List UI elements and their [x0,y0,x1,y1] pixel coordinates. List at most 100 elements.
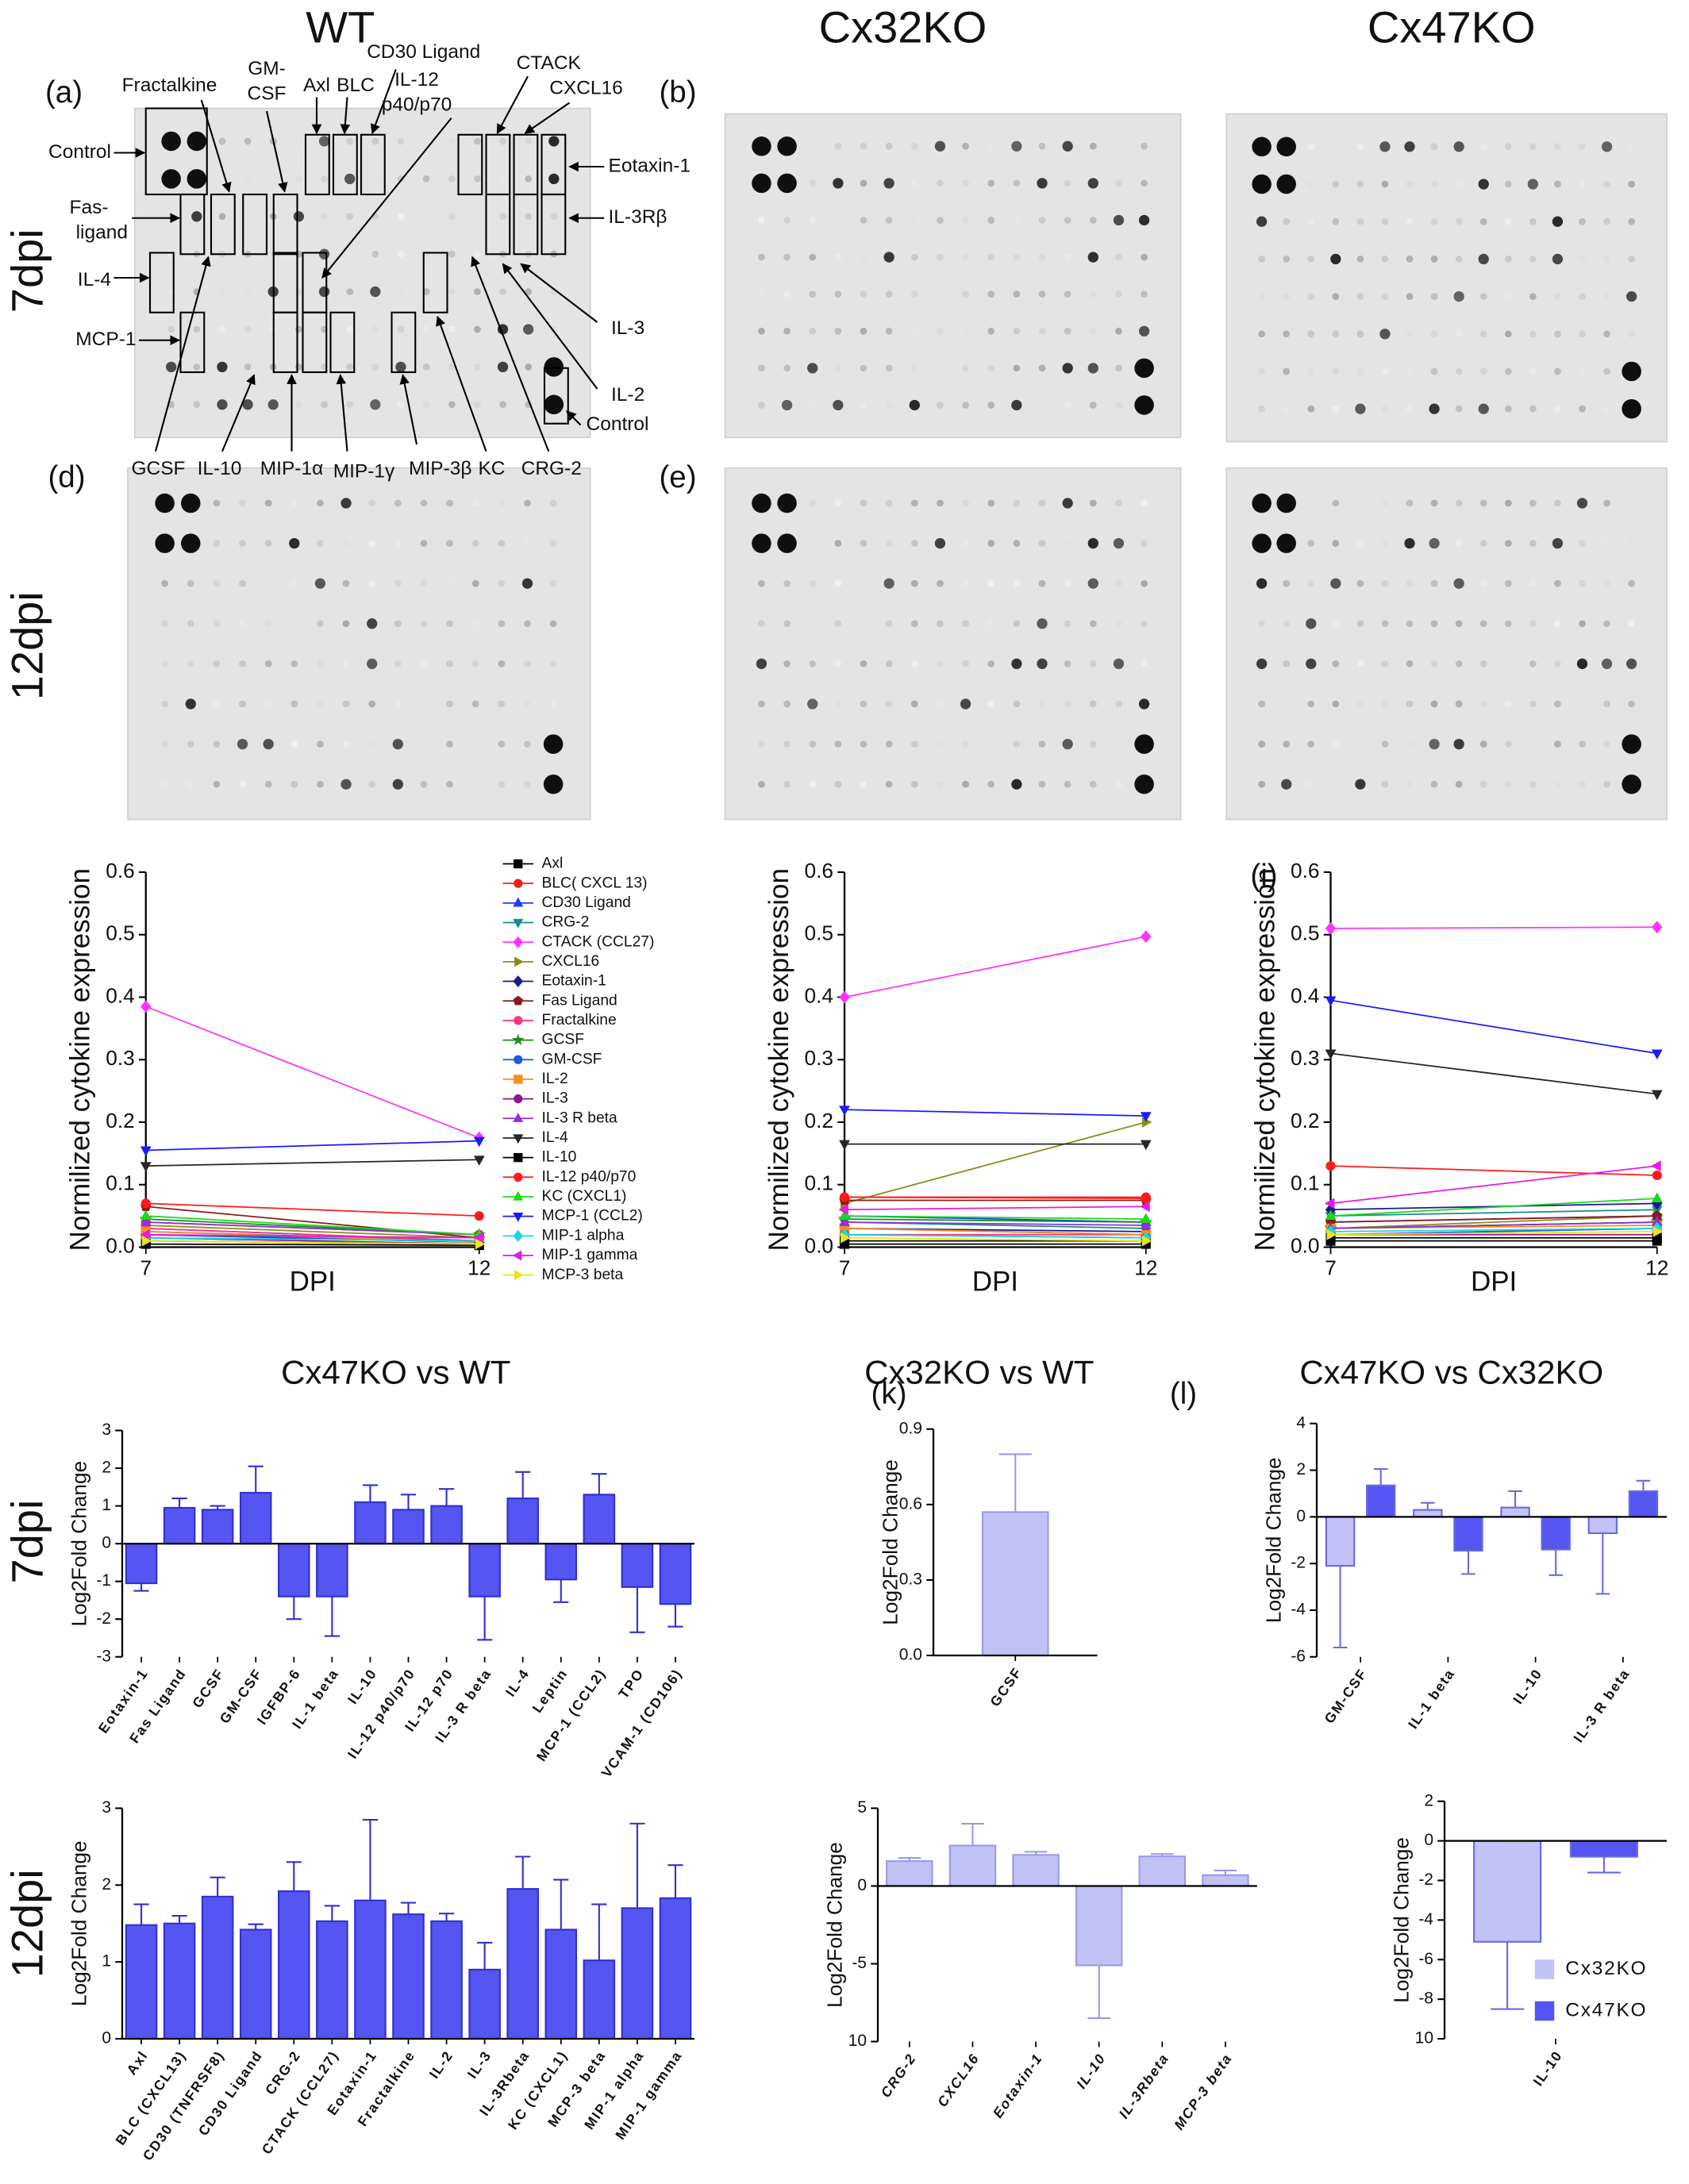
blot-spot [1332,620,1340,628]
blot-spot [1430,143,1438,151]
blot-spot [1258,620,1266,628]
blot-spot [758,327,765,335]
blot-spot [1038,740,1046,748]
blot-spot [524,499,531,507]
blot-spot [987,142,995,150]
blot-spot [860,217,868,224]
blot-spot [1138,698,1150,709]
bar [239,1491,272,1545]
blot-spot [1479,700,1487,708]
blot-membrane [724,467,1182,821]
blot-spot [1628,499,1635,507]
x-tick-label: 12 [467,1255,491,1279]
bar [1075,1885,1123,1967]
blot-spot [885,740,893,748]
blot-spot [1307,143,1315,151]
panel-label: (d) [48,460,85,494]
blot-spot [521,578,533,589]
bar [430,1920,463,2040]
series-line [145,1236,479,1242]
blot-spot [368,540,376,548]
blot-spot [1141,253,1148,261]
blot-spot [1038,217,1046,224]
blot-spot [1281,779,1292,790]
bar [392,1913,425,2040]
blot-annotation: MIP-1α [260,458,324,479]
blot-spot [1554,367,1561,375]
data-point [1325,996,1337,1007]
legend-label: Fractalkine [542,1012,617,1029]
blot-spot [346,325,354,333]
blot-spot [217,399,228,410]
blot-spot [910,660,918,667]
blot-spot [1504,660,1512,667]
blot-spot [783,579,791,587]
legend-marker [513,897,524,907]
blot-spot [1504,143,1512,151]
blot-spot [1579,620,1586,628]
legend-marker [514,1270,524,1281]
data-point [474,1211,484,1221]
data-point [1325,921,1337,935]
x-tick-label: GCSF [189,1666,227,1711]
blot-spot [809,253,817,261]
bar [1587,1516,1618,1534]
blot-spot [1276,533,1296,553]
blot-spot [1554,405,1561,413]
blot-spot [937,660,944,667]
blot-annotation: IL-2 [611,384,644,406]
blot-spot [340,779,352,790]
blot-spot [1455,256,1463,263]
blot-spot [1332,293,1340,300]
legend-marker [513,1190,524,1201]
x-tick-label: CRG-2 [262,2048,304,2097]
blot-membrane [133,107,591,439]
blot-spot [295,401,302,409]
blot-spot [1306,658,1317,670]
blot [724,467,1182,821]
blot-spot [1455,367,1463,375]
legend-marker [514,1172,523,1182]
x-tick-label: IL-3 [464,2048,494,2082]
blot-spot [1455,217,1463,225]
x-tick-label: IL-1 beta [1405,1666,1458,1732]
blot-spot [471,499,479,507]
error-bar [1636,1479,1651,1492]
legend-marker [513,918,524,929]
blot-spot [474,137,481,145]
blot-spot [1404,141,1415,152]
series-line [145,1221,479,1236]
y-axis-label: Log2Fold Change [67,1840,90,2006]
y-tick-label: 0.3 [899,1570,922,1588]
blot-spot [397,213,405,221]
blot-spot [1276,136,1296,157]
y-axis-label: Log2Fold Change [1389,1837,1413,2003]
error-bar [210,1505,225,1510]
blot-spot [962,142,969,150]
blot-spot [446,540,453,548]
error-bar [133,1583,149,1592]
blot-spot [293,211,305,222]
blot-annotation: IL-3 [611,317,644,339]
blot-spot [910,142,918,150]
blot-spot [239,700,246,708]
blot-spot [392,779,403,790]
blot-spot [1038,364,1046,372]
blot-spot [1579,405,1586,413]
error-bar [1595,1532,1610,1595]
blot-spot [1276,174,1296,194]
legend-marker [514,859,523,869]
blot-spot [474,250,481,258]
blot-spot [397,401,405,409]
data-point [1326,1228,1337,1240]
blot-spot [783,660,791,667]
blot-spot [1115,499,1122,507]
blot-spot [244,137,252,145]
blot-spot [1479,579,1487,587]
blot-spot [1579,740,1586,748]
blot-spot [987,217,995,224]
blot-spot [885,142,893,150]
blot-spot [860,364,868,372]
x-tick-label: Leptin [529,1666,571,1716]
blot-spot [420,740,428,748]
